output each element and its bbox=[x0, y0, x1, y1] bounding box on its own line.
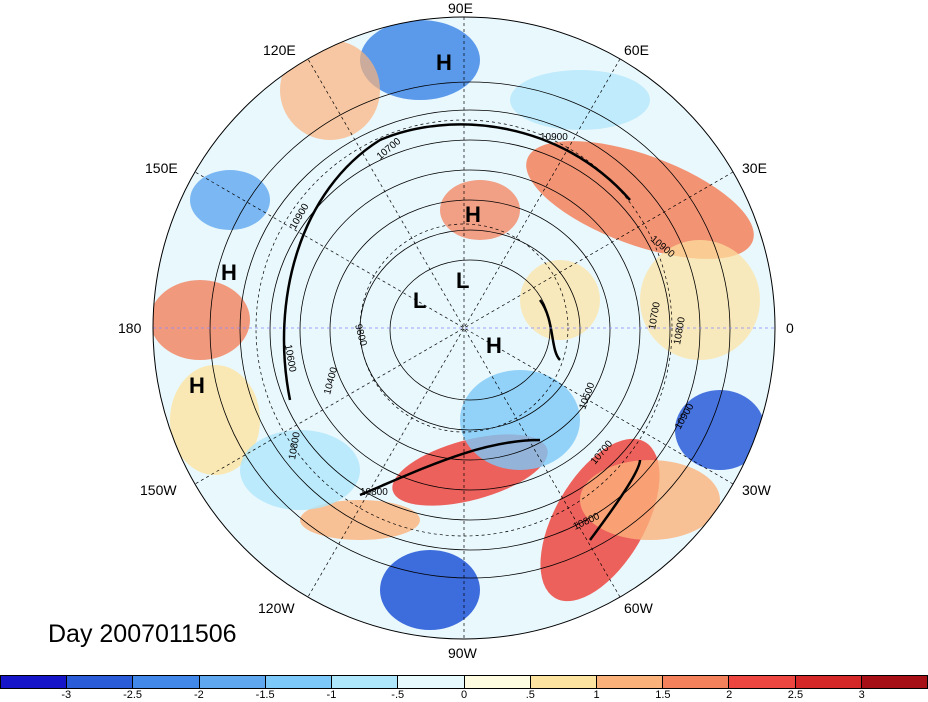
lon-label-60w: 60W bbox=[624, 600, 653, 616]
contour-label: 10600 bbox=[282, 344, 298, 374]
colorbar-segment bbox=[795, 676, 862, 688]
anomaly-shading bbox=[153, 20, 765, 630]
lon-label-60e: 60E bbox=[624, 42, 649, 58]
lon-label-90e: 90E bbox=[448, 0, 473, 16]
jet-contours bbox=[282, 123, 642, 541]
high-pressure-marker: H bbox=[486, 333, 502, 358]
contour-label: 10800 bbox=[360, 487, 388, 498]
low-pressure-marker: L bbox=[456, 268, 470, 293]
low-pressure-marker: L bbox=[413, 288, 427, 313]
colorbar-segment bbox=[596, 676, 664, 688]
high-pressure-marker: H bbox=[436, 50, 452, 75]
height-contours bbox=[209, 81, 731, 579]
colorbar-tick-label: 0 bbox=[460, 689, 468, 701]
colorbar-tick-label: 1 bbox=[593, 689, 600, 701]
colorbar-tick-label: .5 bbox=[525, 689, 535, 701]
lon-label-30e: 30E bbox=[742, 160, 767, 176]
colorbar-segment bbox=[332, 676, 399, 688]
contour-label: 10800 bbox=[287, 431, 303, 461]
colorbar-segment bbox=[861, 676, 928, 688]
high-pressure-marker: H bbox=[189, 373, 205, 398]
graticule bbox=[153, 17, 775, 639]
colorbar-segment bbox=[398, 676, 465, 688]
colorbar-tick-label: -.5 bbox=[391, 689, 405, 701]
high-pressure-marker: H bbox=[221, 260, 237, 285]
colorbar-tick-label: -2.5 bbox=[123, 689, 143, 701]
colorbar-tick-label: -1 bbox=[326, 689, 337, 701]
colorbar-tick-label: -2 bbox=[193, 689, 204, 701]
lon-label-180: 180 bbox=[118, 320, 142, 336]
colorbar-tick-label: 3 bbox=[858, 689, 865, 701]
lon-label-150e: 150E bbox=[145, 160, 178, 176]
lon-label-120e: 120E bbox=[263, 42, 296, 58]
contour-label: 10700 bbox=[647, 301, 663, 331]
colorbar bbox=[0, 675, 928, 689]
colorbar-segment bbox=[265, 676, 333, 688]
map-boundary bbox=[152, 16, 776, 640]
colorbar-segment bbox=[729, 676, 796, 688]
contour-label: 10800 bbox=[672, 316, 688, 346]
lon-label-30w: 30W bbox=[742, 482, 771, 498]
lon-label-90w: 90W bbox=[448, 645, 477, 661]
lon-label-0: 0 bbox=[786, 320, 794, 336]
colorbar-tick-label: -3 bbox=[61, 689, 72, 701]
colorbar-segment bbox=[464, 676, 531, 688]
colorbar-segment bbox=[67, 676, 134, 688]
colorbar-segment bbox=[663, 676, 730, 688]
colorbar-tick-label: 2.5 bbox=[787, 689, 804, 701]
lon-label-150w: 150W bbox=[140, 482, 177, 498]
lon-label-120w: 120W bbox=[258, 600, 295, 616]
colorbar-segment bbox=[199, 676, 266, 688]
day-label: Day 2007011506 bbox=[48, 620, 237, 648]
colorbar-segment bbox=[133, 676, 200, 688]
colorbar-tick-label: -1.5 bbox=[255, 689, 275, 701]
high-pressure-marker: H bbox=[465, 202, 481, 227]
contour-label: 10900 bbox=[540, 132, 568, 143]
colorbar-tick-label: 2 bbox=[726, 689, 733, 701]
colorbar-tick-label: 1.5 bbox=[655, 689, 671, 701]
colorbar-segment bbox=[530, 676, 597, 688]
colorbar-segment bbox=[1, 676, 68, 688]
